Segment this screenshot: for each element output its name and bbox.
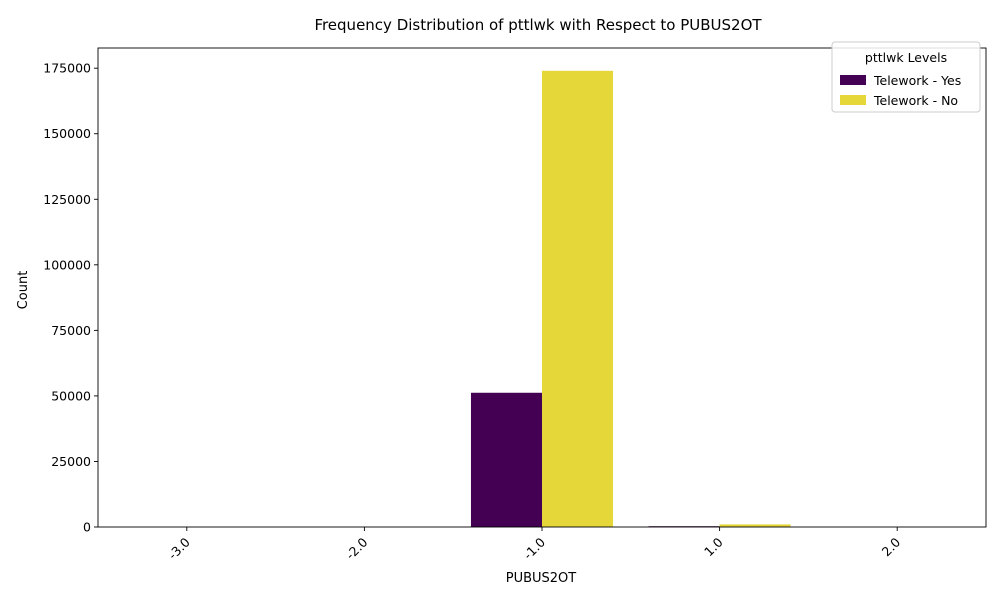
- x-tick-label-3: 1.0: [701, 534, 726, 559]
- x-tick-label-4: 2.0: [879, 534, 904, 559]
- legend-swatch-telework-yes: [840, 75, 866, 85]
- y-tick-label-7: 175000: [43, 61, 91, 76]
- y-tick-label-5: 125000: [43, 192, 91, 207]
- y-axis-label: Count: [16, 271, 31, 310]
- legend: pttlwk Levels Telework - Yes Telework - …: [831, 41, 981, 113]
- bar-telework-no-3: [719, 524, 791, 527]
- plot-area: 0 25000 50000 75000 100000 125000 150000 175000…: [43, 47, 987, 562]
- legend-label-telework-no: Telework - No: [873, 93, 958, 108]
- x-tick-label-1: -2.0: [343, 534, 371, 562]
- y-tick-label-2: 50000: [51, 388, 91, 403]
- chart-title: Frequency Distribution of pttlwk with Re…: [314, 16, 762, 34]
- y-tick-label-3: 75000: [51, 323, 91, 338]
- legend-label-telework-yes: Telework - Yes: [873, 73, 961, 88]
- bar-telework-no-2: [542, 70, 614, 527]
- y-tick-label-6: 150000: [43, 126, 91, 141]
- legend-title: pttlwk Levels: [865, 50, 947, 65]
- legend-frame: [831, 41, 981, 113]
- bar-telework-yes-2: [470, 392, 542, 527]
- x-tick-label-0: -3.0: [165, 534, 193, 562]
- x-tick-label-2: -1.0: [520, 534, 548, 562]
- y-tick-label-4: 100000: [43, 257, 91, 272]
- y-tick-label-1: 25000: [51, 454, 91, 469]
- y-tick-label-0: 0: [83, 520, 91, 535]
- legend-swatch-telework-no: [840, 95, 866, 105]
- x-axis-label: PUBUS2OT: [506, 571, 577, 586]
